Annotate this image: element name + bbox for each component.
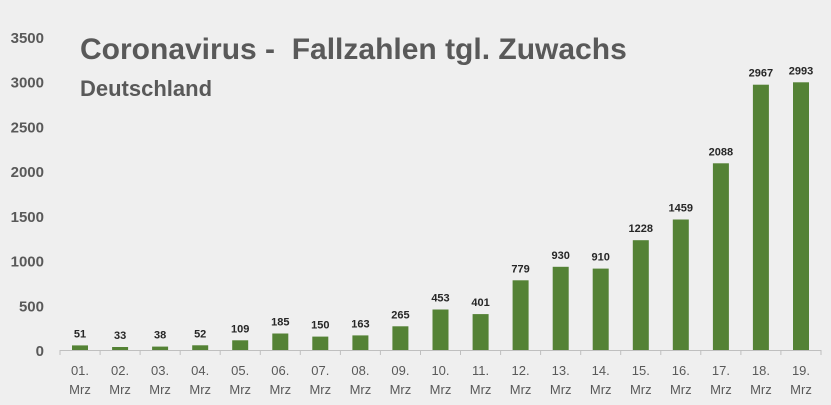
bars: 51 33 38 52 109 185 150 163 265 453 401 779 930 910 12… [72,65,813,351]
y-axis: 0 500 1000 1500 2000 2500 3000 3500 [11,30,44,360]
data-label: 930 [552,250,570,262]
x-tick-label: Mrz [550,382,572,397]
x-tick-label: 06. [271,363,289,378]
bar [632,240,649,350]
x-tick-label: 15. [632,363,650,378]
x-axis: 01. Mrz 02. Mrz 03. Mrz 04. Mrz 05. Mrz 06. Mrz 07. M… [59,350,822,397]
x-tick-label: 18. [752,363,770,378]
data-label: 33 [114,330,126,342]
x-tick-label: Mrz [710,382,732,397]
data-label: 779 [511,263,529,275]
y-tick-label: 0 [36,343,44,360]
data-label: 453 [431,293,449,305]
x-tick-label: Mrz [750,382,772,397]
x-tick-label: 14. [592,363,610,378]
bar [232,340,249,350]
y-tick-label: 2500 [11,119,44,136]
x-tick-label: 04. [191,363,209,378]
bar [312,336,329,350]
y-tick-label: 3000 [11,75,44,92]
x-tick-label: 08. [351,363,369,378]
bar [592,268,609,350]
bar [712,163,729,350]
x-tick-label: Mrz [69,382,91,397]
x-tick-label: 02. [111,363,129,378]
data-label: 1228 [629,223,653,235]
data-label: 185 [271,317,289,329]
y-tick-label: 2000 [11,164,44,181]
bar [112,347,129,350]
chart-subtitle: Deutschland [80,76,213,101]
y-tick-label: 1500 [11,209,44,226]
bar [512,280,529,350]
bar [352,335,369,350]
x-tick-label: Mrz [430,382,452,397]
x-tick-label: 11. [472,363,489,378]
x-tick-label: Mrz [670,382,692,397]
y-tick-label: 1000 [11,254,44,271]
data-label: 51 [74,328,86,340]
data-label: 2967 [749,68,773,80]
x-tick-label: 19. [792,363,810,378]
bar [672,219,689,350]
x-tick-label: Mrz [630,382,652,397]
x-tick-label: Mrz [309,382,331,397]
bar [192,345,209,350]
x-tick-label: 05. [231,363,249,378]
data-label: 910 [592,252,610,264]
x-tick-label: Mrz [390,382,412,397]
x-tick-label: Mrz [590,382,612,397]
bar [272,333,289,350]
x-tick-label: Mrz [510,382,532,397]
data-label: 38 [154,330,166,342]
bar [793,82,809,351]
data-label: 2088 [709,146,733,158]
x-tick-label: 07. [311,363,329,378]
chart-title: Coronavirus - Fallzahlen tgl. Zuwachs [80,33,627,66]
data-label: 401 [471,297,489,309]
x-tick-label: Mrz [189,382,211,397]
data-label: 150 [311,320,329,332]
y-tick-label: 3500 [11,30,44,47]
x-tick-label: Mrz [269,382,291,397]
data-label: 163 [351,318,369,330]
bar [432,309,449,350]
bar [72,345,88,350]
x-tick-label: 09. [391,363,409,378]
data-label: 2993 [789,65,813,77]
bar [472,314,489,350]
x-tick-label: 12. [512,363,530,378]
data-label: 52 [194,328,206,340]
x-tick-label: 13. [552,363,570,378]
bar [552,266,569,350]
x-tick-label: Mrz [470,382,492,397]
x-tick-label: 17. [712,363,730,378]
bar [752,84,769,350]
x-tick-label: 03. [151,363,169,378]
data-label: 265 [391,309,409,321]
x-tick-label: 01. [71,363,89,378]
x-tick-label: Mrz [109,382,131,397]
x-tick-label: Mrz [149,382,171,397]
x-tick-label: Mrz [350,382,372,397]
data-label: 1459 [669,203,693,215]
x-tick-label: Mrz [790,382,812,397]
bar [392,326,409,350]
x-tick-label: Mrz [229,382,251,397]
y-tick-label: 500 [19,298,44,315]
bar [152,346,169,350]
x-tick-label: 10. [431,363,449,378]
x-tick-label: 16. [672,363,690,378]
data-label: 109 [231,323,249,335]
